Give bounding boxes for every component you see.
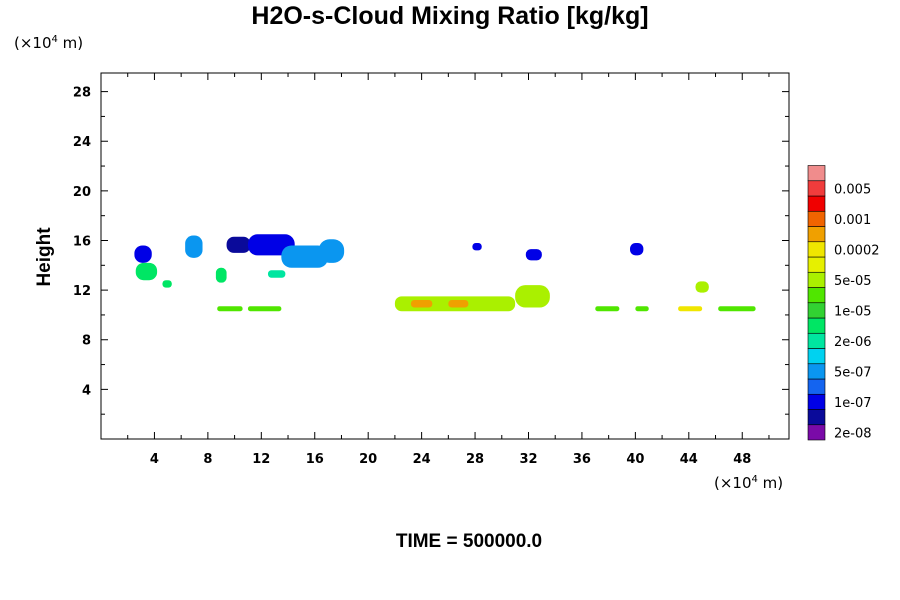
legend-swatch [807,271,826,288]
cloud-region-11 [318,239,345,263]
legend-label: 5e-05 [834,274,872,289]
legend-label: 0.0002 [834,243,880,258]
legend-label: 0.001 [834,213,871,228]
legend-swatch [807,241,826,258]
cloud-region-18 [630,242,644,256]
cloud-region-5 [217,306,243,312]
legend-swatch [807,256,826,273]
cloud-region-16 [472,242,482,251]
legend-swatch [807,210,826,227]
y-tick-label: 20 [73,185,91,200]
x-axis-unit: (×104 m) [714,474,783,492]
cloud-region-19 [595,306,620,312]
cloud-region-22 [695,281,709,293]
legend-swatch [807,393,826,410]
cloud-region-3 [185,235,203,258]
legend-label: 1e-07 [834,396,872,411]
cloud-region-2 [162,280,172,288]
cloud-region-9 [281,245,329,268]
cloud-region-4 [215,267,227,283]
x-tick-label: 8 [203,452,212,467]
plot-frame [100,72,790,440]
color-legend: 2e-08 1e-07 5e-07 2e-06 1e-05 5e-05 0.0002 0.00… [807,165,880,441]
y-tick-label: 12 [73,284,91,299]
legend-swatch [807,332,826,349]
legend-swatch [807,409,826,426]
y-axis: 4 8 12 16 20 24 28 [73,86,789,415]
cloud-region-0 [134,245,152,263]
cloud-region-6 [226,236,251,253]
cloud-region-1 [135,262,158,281]
legend-swatch [807,226,826,243]
legend-swatch [807,287,826,304]
x-axis: 4 8 12 16 20 24 28 32 36 40 44 48 [127,73,770,467]
y-axis-unit: (×104 m) [14,34,83,52]
legend-swatch [807,165,826,182]
legend-swatch [807,317,826,334]
chart-title: H2O-s-Cloud Mixing Ratio [kg/kg] [251,2,649,30]
y-tick-label: 28 [73,86,91,101]
x-tick-label: 28 [466,452,484,467]
y-tick-label: 8 [82,334,91,349]
x-tick-label: 32 [519,452,537,467]
x-tick-label: 16 [306,452,324,467]
x-tick-label: 20 [359,452,377,467]
legend-label: 5e-07 [834,365,872,380]
cloud-region-7 [247,306,282,312]
cloud-region-20 [635,306,649,312]
legend-label: 2e-06 [834,335,872,350]
cloud-region-10 [267,270,286,278]
x-tick-label: 44 [680,452,698,467]
legend-swatch [807,180,826,197]
legend-label: 2e-08 [834,426,872,441]
legend-swatch [807,302,826,319]
legend-label: 1e-05 [834,304,872,319]
x-tick-label: 12 [252,452,270,467]
plot-data-layer [134,234,756,312]
legend-swatch [807,424,826,441]
legend-label: 0.005 [834,182,871,197]
legend-swatch [807,348,826,365]
cloud-region-15 [515,285,550,308]
cloud-region-21 [678,306,703,312]
x-tick-label: 4 [150,452,159,467]
cloud-region-23 [718,306,756,312]
legend-swatch [807,363,826,380]
cloud-region-14 [448,300,469,308]
legend-swatch [807,195,826,212]
y-axis-label: Height [34,227,55,287]
y-tick-label: 24 [73,135,91,150]
legend-swatch [807,378,826,395]
cloud-region-17 [525,249,542,261]
x-tick-label: 48 [733,452,751,467]
y-tick-label: 4 [82,383,91,398]
x-tick-label: 40 [626,452,644,467]
y-tick-label: 16 [73,234,91,249]
cloud-region-13 [410,300,433,308]
x-tick-label: 36 [573,452,591,467]
time-label: TIME = 500000.0 [395,531,543,552]
x-tick-label: 24 [413,452,431,467]
